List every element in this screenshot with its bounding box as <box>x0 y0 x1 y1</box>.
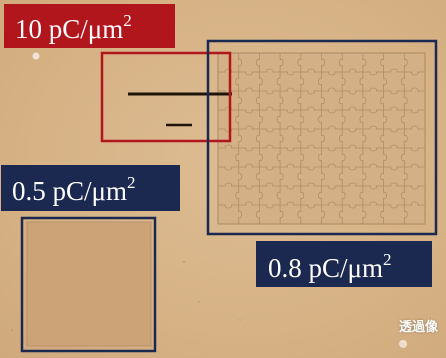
navy-frame-large <box>206 39 438 236</box>
dose-label-0-5: 0.5 pC/μm2 <box>1 165 180 211</box>
transmission-image-label: 透過像 <box>398 320 438 335</box>
debris-spot <box>32 52 40 60</box>
red-frame <box>100 51 232 143</box>
jigsaw-grid-lines <box>218 53 425 224</box>
dose-label-0-8: 0.8 pC/μm2 <box>256 241 432 287</box>
dose-label-10: 10 pC/μm2 <box>4 4 175 48</box>
debris-spot <box>399 340 407 348</box>
jigsaw-pattern <box>217 52 426 225</box>
navy-frame-small <box>20 216 157 353</box>
exposed-square <box>26 221 152 347</box>
